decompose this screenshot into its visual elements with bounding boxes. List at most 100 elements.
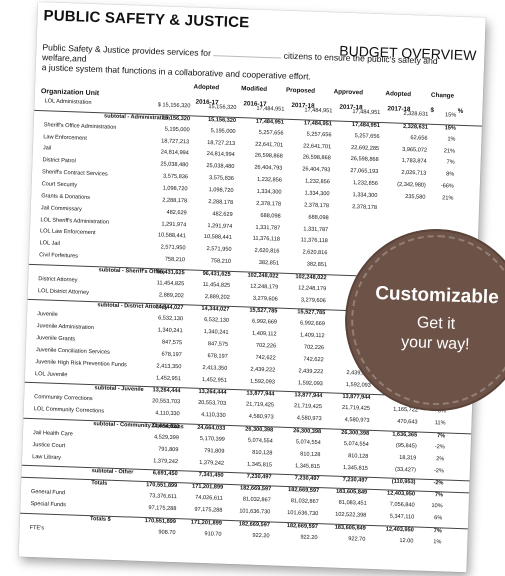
row-value: 4,580,973	[344, 417, 370, 424]
column-modified-1617-label: Modified	[241, 85, 268, 94]
row-value: -66%	[440, 183, 454, 190]
row-value: $ 15,156,320	[157, 102, 191, 110]
row-value: 1,232,856	[256, 176, 283, 184]
column-org-unit: Organization Unit	[40, 88, 100, 98]
row-label: LOL Sheriff's Administration	[40, 216, 110, 226]
row-value: 17,484,951	[303, 120, 333, 128]
row-value: -2%	[434, 443, 445, 451]
row-value: 26,300,398	[245, 426, 274, 434]
row-value: 3,965,072	[402, 146, 428, 154]
row-value: 1,232,856	[304, 178, 330, 186]
row-value: 2,571,950	[160, 244, 186, 252]
row-value: 3,575,836	[162, 173, 189, 181]
row-value: 26,598,868	[254, 153, 283, 161]
row-value: 1,379,242	[199, 459, 225, 467]
row-value: 24,814,994	[160, 149, 189, 157]
row-value: 1,331,787	[255, 224, 281, 232]
row-value: (2,342,980)	[397, 181, 426, 189]
row-value: 1,592,093	[297, 379, 323, 387]
row-value: 847,575	[207, 341, 229, 348]
row-value: 382,851	[258, 259, 280, 267]
row-value: 5,170,399	[199, 435, 225, 443]
row-value	[431, 218, 453, 219]
row-value: 8%	[446, 171, 455, 178]
row-value: 1%	[433, 538, 442, 545]
row-value: 4,580,973	[248, 413, 274, 421]
row-value: 11%	[434, 420, 446, 427]
row-value: 24,814,994	[206, 151, 235, 159]
row-value: 26,404,793	[254, 164, 283, 172]
row-value: 102,248,022	[295, 274, 327, 282]
row-value: 702,226	[255, 342, 277, 350]
row-value	[332, 251, 376, 253]
row-value: 382,851	[306, 261, 328, 269]
row-value: 96,431,625	[202, 270, 231, 278]
row-value: 5,347,110	[389, 513, 415, 521]
row-label: Law Library	[32, 453, 62, 461]
row-value: 183,605,849	[334, 524, 366, 532]
row-value: 1,409,112	[251, 330, 277, 338]
row-label: FTE's	[29, 524, 45, 532]
row-value: 922.20	[252, 532, 270, 539]
row-value: 2,439,222	[298, 368, 324, 375]
row-value: 6%	[434, 515, 443, 522]
row-value: 1,452,951	[201, 376, 228, 384]
row-label: Court Security	[41, 181, 78, 189]
row-value: 810,128	[348, 452, 369, 460]
row-value: 13,264,444	[198, 389, 227, 397]
row-value: 171,201,899	[190, 519, 223, 527]
row-value: 3,279,606	[300, 296, 326, 304]
row-value: 20,553,703	[152, 398, 181, 406]
row-value: 1,334,300	[352, 192, 378, 199]
row-value: 15%	[444, 125, 456, 132]
row-value: 25,038,480	[206, 163, 235, 171]
row-value: 1,345,815	[247, 461, 273, 468]
row-label: LOL Community Corrections	[33, 406, 105, 415]
row-value: 6,532,130	[203, 317, 230, 325]
row-label: LOL Law Enforcement	[39, 228, 96, 237]
row-label: LOL Juvenile	[34, 370, 68, 378]
row-value: 2,328,631	[403, 110, 429, 118]
row-value: 17,484,951	[304, 107, 333, 115]
row-value: 2,288,178	[208, 198, 234, 206]
row-value: 5,257,656	[306, 131, 332, 139]
row-value: 11,376,118	[252, 235, 280, 243]
row-value	[431, 207, 453, 208]
row-value: 1,452,951	[155, 374, 182, 382]
row-label: Sheriff's Office Administration	[43, 121, 117, 131]
row-value: 1,345,815	[342, 464, 369, 472]
row-value: 12,403,950	[385, 526, 414, 534]
row-value: 101,636,730	[239, 508, 271, 516]
column-approved-1718-label: Approved	[333, 88, 364, 97]
row-value: 6,691,450	[152, 470, 178, 478]
row-value: 742,622	[255, 354, 276, 362]
row-value: 12,248,179	[250, 283, 279, 291]
row-value: 18,319	[399, 454, 417, 462]
row-value: 482,629	[166, 209, 187, 216]
row-value: 12,248,179	[298, 285, 327, 292]
row-value: 15,156,320	[161, 115, 191, 123]
row-value: 13,877,944	[294, 392, 323, 400]
row-value: 2,413,350	[156, 363, 182, 370]
row-value: 102,248,022	[247, 272, 279, 280]
row-value: 7,056,840	[389, 501, 415, 509]
row-value: 183,605,849	[335, 488, 368, 496]
row-value: 182,669,597	[238, 521, 270, 529]
row-value: 482,629	[212, 210, 233, 218]
row-value: 97,175,288	[148, 505, 177, 513]
row-value: 688,098	[308, 214, 329, 221]
row-label: Juvenile Grants	[36, 335, 76, 343]
row-value: 1,592,093	[249, 378, 275, 386]
row-value: 171,201,899	[191, 483, 224, 491]
row-value: 21%	[443, 147, 456, 155]
row-value: 13,877,944	[246, 390, 275, 398]
row-value: -2%	[433, 467, 444, 474]
row-label: Jail Commissary	[40, 204, 82, 213]
row-value: 1,334,300	[256, 188, 282, 196]
row-value: 235,580	[405, 193, 426, 201]
row-value: 758,210	[210, 258, 232, 265]
row-value: 2,378,178	[352, 203, 378, 211]
row-value: 7%	[446, 159, 455, 167]
row-value: 15,527,785	[297, 309, 326, 317]
row-label: Sheriff's Contract Services	[41, 169, 108, 178]
